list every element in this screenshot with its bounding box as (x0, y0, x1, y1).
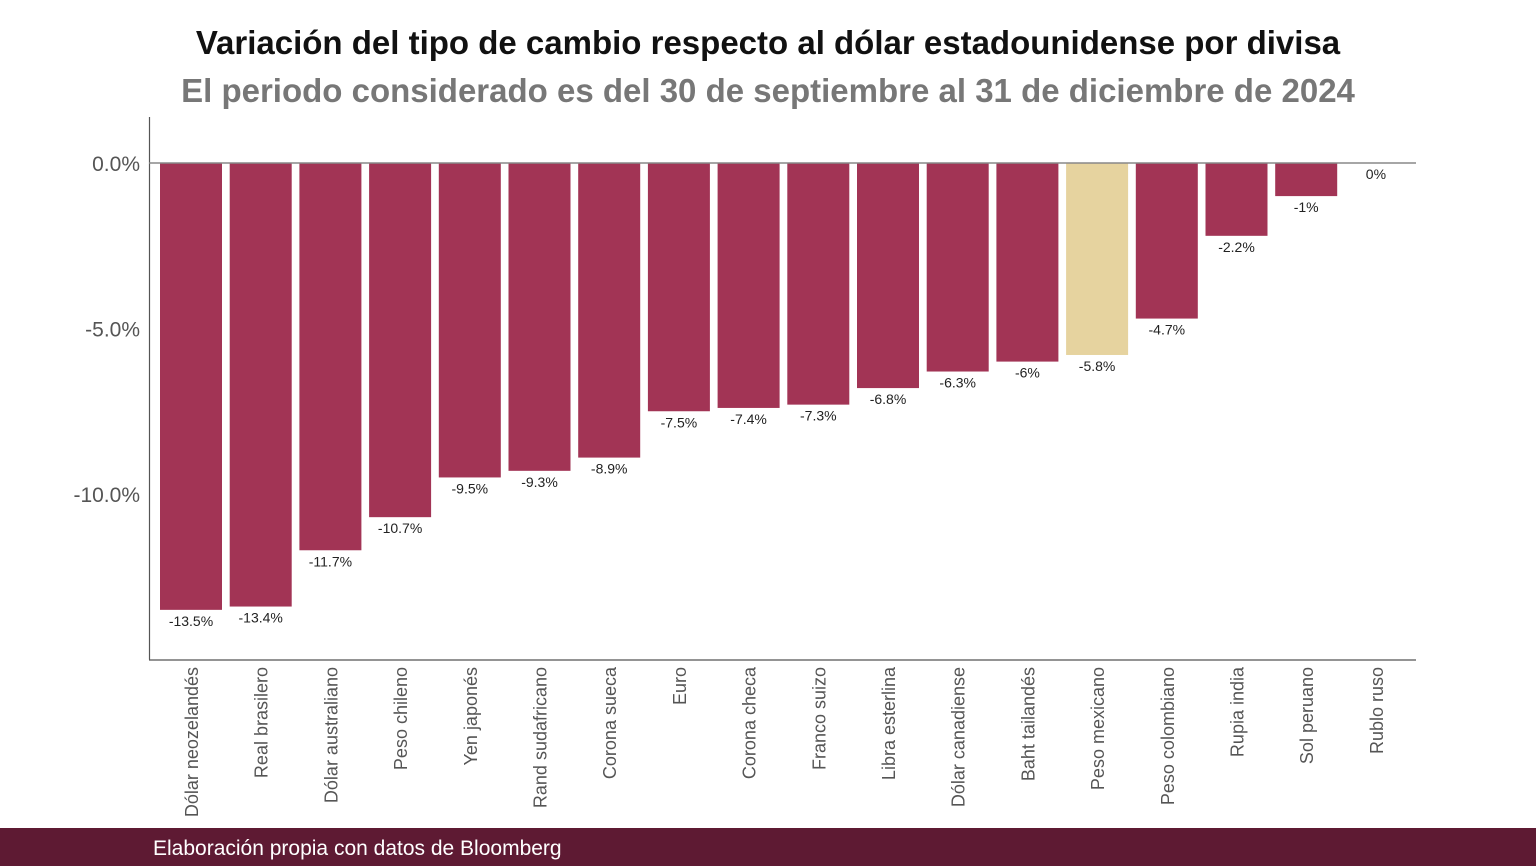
data-label: -13.5% (169, 613, 213, 629)
data-label: -1% (1294, 199, 1319, 215)
data-label: -4.7% (1149, 322, 1186, 338)
data-label: -7.3% (800, 408, 837, 424)
footer-bar: Elaboración propia con datos de Bloomber… (0, 828, 1536, 866)
x-tick-label: Yen japonés (461, 667, 481, 765)
data-label: -8.9% (591, 461, 628, 477)
x-tick-label: Euro (670, 667, 690, 705)
x-tick-label: Peso colombiano (1158, 667, 1178, 805)
x-tick-label: Dólar canadiense (949, 667, 969, 807)
x-tick-label: Peso mexicano (1088, 667, 1108, 790)
bar (717, 163, 780, 408)
data-label: -2.2% (1218, 239, 1255, 255)
data-label: 0% (1366, 166, 1386, 182)
bar (647, 163, 710, 412)
bar (438, 163, 501, 478)
data-label: -10.7% (378, 520, 422, 536)
bar (787, 163, 850, 405)
data-label: -9.3% (521, 474, 558, 490)
data-label: -7.5% (661, 414, 698, 430)
bar (1275, 163, 1338, 197)
x-tick-label: Libra esterlina (879, 666, 899, 780)
x-tick-label: Sol peruano (1297, 667, 1317, 764)
chart-subtitle: El periodo considerado es del 30 de sept… (181, 72, 1355, 109)
y-tick-label: -10.0% (73, 484, 140, 507)
data-label: -5.8% (1079, 358, 1116, 374)
bar (508, 163, 571, 471)
data-label: -9.5% (452, 480, 489, 496)
x-tick-label: Baht tailandés (1018, 667, 1038, 781)
chart-title: Variación del tipo de cambio respecto al… (195, 24, 1341, 61)
bar (1066, 163, 1129, 355)
source-note: Elaboración propia con datos de Bloomber… (153, 837, 562, 860)
x-tick-label: Rublo ruso (1367, 667, 1387, 754)
data-label: -6.3% (939, 375, 976, 391)
bar (857, 163, 919, 389)
bar (926, 163, 989, 372)
data-label: -6.8% (870, 391, 907, 407)
y-tick-label: 0.0% (92, 153, 140, 176)
bar (299, 163, 362, 551)
x-tick-label: Rupia india (1228, 666, 1248, 757)
bar (369, 163, 432, 518)
bar (1205, 163, 1268, 236)
data-label: -6% (1015, 365, 1040, 381)
x-tick-label: Corona sueca (600, 666, 620, 779)
data-label: -7.4% (730, 411, 767, 427)
x-tick-label: Real brasilero (252, 667, 272, 778)
x-tick-label: Rand sudafricano (531, 667, 551, 808)
data-label: -13.4% (239, 610, 283, 626)
y-tick-label: -5.0% (85, 319, 140, 342)
x-tick-label: Franco suizo (809, 667, 829, 770)
data-label: -11.7% (309, 553, 352, 569)
bar (1135, 163, 1198, 319)
bar (996, 163, 1059, 362)
bar (229, 163, 292, 607)
bar (578, 163, 641, 458)
bar (160, 163, 222, 610)
x-tick-label: Peso chileno (391, 667, 411, 770)
x-tick-label: Dólar australiano (321, 667, 341, 803)
x-tick-label: Dólar neozelandés (182, 667, 202, 817)
x-tick-label: Corona checa (740, 666, 760, 779)
